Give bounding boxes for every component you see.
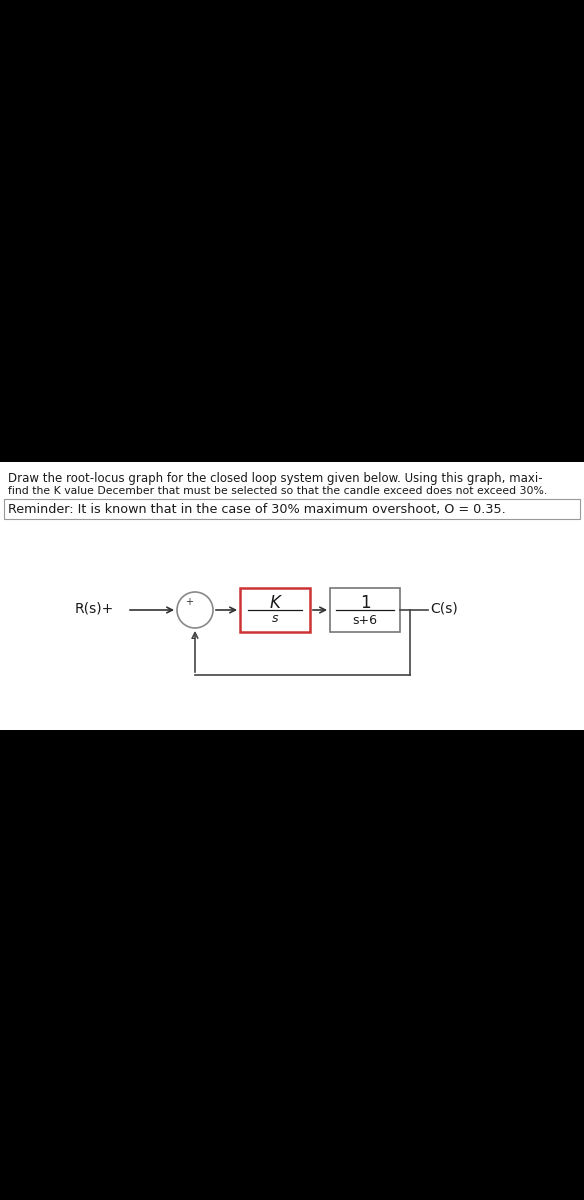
Text: 1: 1 xyxy=(360,594,370,612)
Text: Reminder: It is known that in the case of 30% maximum overshoot, O = 0.35.: Reminder: It is known that in the case o… xyxy=(8,503,506,516)
Text: s+6: s+6 xyxy=(353,613,377,626)
Text: R(s)+: R(s)+ xyxy=(75,601,114,614)
Text: C(s): C(s) xyxy=(430,601,458,614)
Text: K: K xyxy=(270,594,280,612)
Bar xyxy=(330,588,400,632)
Bar xyxy=(0,462,584,730)
Text: Draw the root-locus graph for the closed loop system given below. Using this gra: Draw the root-locus graph for the closed… xyxy=(8,472,543,485)
Bar xyxy=(240,588,310,632)
Text: find the K value December that must be selected so that the candle exceed does n: find the K value December that must be s… xyxy=(8,486,547,496)
Text: -: - xyxy=(191,632,195,646)
Text: +: + xyxy=(185,596,193,607)
Text: s: s xyxy=(272,612,278,625)
FancyBboxPatch shape xyxy=(4,499,580,518)
